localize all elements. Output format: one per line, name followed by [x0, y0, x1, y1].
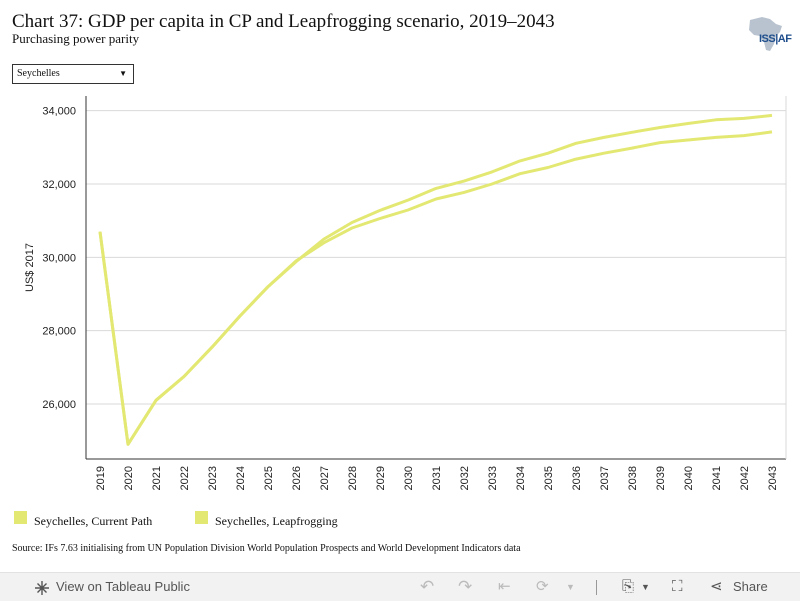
- iss-africa-logo: ISS|AF: [742, 14, 792, 54]
- y-axis-label: US$ 2017: [24, 243, 36, 292]
- y-tick-label: 30,000: [42, 252, 76, 264]
- x-tick-label: 2042: [739, 466, 751, 490]
- refresh-menu-chevron-icon[interactable]: ▼: [566, 582, 575, 592]
- axes: [85, 96, 787, 460]
- fullscreen-icon[interactable]: ⛶: [672, 578, 683, 595]
- legend-label-leapfrogging: Seychelles, Leapfrogging: [215, 514, 338, 528]
- x-tick-label: 2022: [179, 466, 191, 490]
- x-tick-label: 2037: [599, 466, 611, 490]
- x-tick-label: 2027: [319, 466, 331, 490]
- series-line-current-path[interactable]: [98, 130, 773, 446]
- y-tick-label: 28,000: [42, 326, 76, 338]
- x-tick-label: 2030: [403, 466, 415, 490]
- x-tick-label: 2026: [291, 466, 303, 490]
- chart-title: Chart 37: GDP per capita in CP and Leapf…: [12, 11, 555, 32]
- x-tick-label: 2032: [459, 466, 471, 490]
- source-note: Source: IFs 7.63 initialising from UN Po…: [12, 543, 521, 554]
- download-icon[interactable]: ⎘: [622, 578, 635, 595]
- x-tick-label: 2040: [683, 466, 695, 490]
- x-tick-label: 2025: [263, 466, 275, 490]
- x-tick-label: 2038: [627, 466, 639, 490]
- x-tick-label: 2023: [207, 466, 219, 490]
- x-tick-label: 2041: [711, 466, 723, 490]
- country-select[interactable]: Seychelles ▼: [12, 64, 134, 84]
- legend-swatch-current-path: [14, 511, 27, 524]
- x-tick-label: 2033: [487, 466, 499, 490]
- redo-icon[interactable]: ↷: [458, 577, 473, 596]
- x-tick-label: 2039: [655, 466, 667, 490]
- legend-label-current-path: Seychelles, Current Path: [34, 514, 153, 528]
- x-tick-label: 2031: [431, 466, 443, 490]
- legend-swatch-leapfrogging: [195, 511, 208, 524]
- toolbar-divider: [596, 580, 597, 595]
- series-line-leapfrogging[interactable]: [98, 113, 773, 446]
- africa-map-icon: [749, 17, 782, 51]
- view-on-tableau-link[interactable]: View on Tableau Public: [56, 579, 190, 594]
- x-tick-label: 2034: [515, 466, 527, 490]
- x-tick-label: 2019: [95, 466, 107, 490]
- x-tick-label: 2021: [151, 466, 163, 490]
- y-tick-label: 26,000: [42, 399, 76, 411]
- x-tick-label: 2036: [571, 466, 583, 490]
- x-tick-label: 2024: [235, 466, 247, 490]
- chart-subtitle: Purchasing power parity: [12, 31, 140, 46]
- x-tick-label: 2035: [543, 466, 555, 490]
- y-tick-labels: 26,000 28,000 30,000 32,000 34,000: [42, 106, 76, 411]
- x-tick-label: 2043: [767, 466, 779, 490]
- x-tick-label: 2028: [347, 466, 359, 490]
- tableau-toolbar: View on Tableau Public ↶ ↷ ⇤ ⟳ ▼ ⎘ ▼ ⛶ ⋖…: [0, 572, 800, 601]
- y-tick-label: 32,000: [42, 179, 76, 191]
- x-tick-labels: 2019 2020 2021 2022 2023 2024 2025 2026 2027 2028…: [95, 466, 779, 490]
- refresh-icon[interactable]: ⟳: [536, 578, 549, 595]
- grid-lines: [86, 110, 786, 405]
- undo-icon[interactable]: ↶: [420, 577, 435, 596]
- x-tick-label: 2020: [123, 466, 135, 490]
- share-icon[interactable]: ⋖: [710, 578, 723, 595]
- share-button[interactable]: Share: [733, 579, 768, 594]
- y-tick-label: 34,000: [42, 106, 76, 118]
- chevron-down-icon[interactable]: ▼: [119, 69, 127, 78]
- download-menu-chevron-icon[interactable]: ▼: [641, 582, 650, 592]
- revert-icon[interactable]: ⇤: [498, 578, 511, 595]
- series-lines: [98, 113, 773, 446]
- x-tick-label: 2029: [375, 466, 387, 490]
- logo-text: ISS|AF: [759, 33, 792, 45]
- tableau-logo-icon[interactable]: [34, 573, 50, 601]
- country-select-value: Seychelles: [17, 68, 60, 79]
